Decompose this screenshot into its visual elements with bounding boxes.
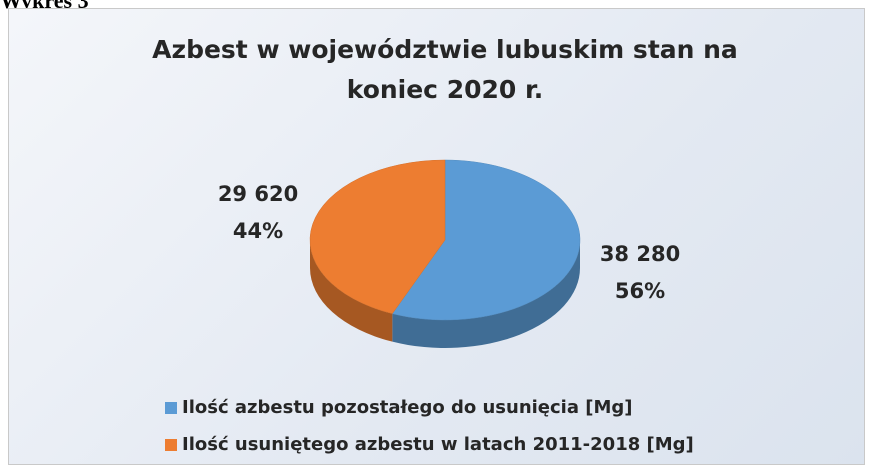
legend-label: Ilość azbestu pozostałego do usunięcia […	[182, 397, 633, 418]
chart-title: Azbest w województwie lubuskim stan na k…	[152, 35, 738, 104]
slice-top	[309, 159, 446, 314]
slice	[309, 159, 446, 342]
slice-side	[392, 240, 580, 348]
slice-top	[391, 159, 581, 321]
value-label: 38 280	[600, 242, 680, 266]
legend-label: Ilość usuniętego azbestu w latach 2011-2…	[182, 434, 694, 455]
percentage-label: 44%	[233, 219, 283, 243]
slice-side	[310, 240, 393, 342]
legend-swatch	[165, 402, 177, 414]
slice	[391, 159, 581, 348]
legend-swatch	[165, 439, 177, 451]
value-label: 29 620	[218, 182, 298, 206]
percentage-label: 56%	[615, 279, 665, 303]
